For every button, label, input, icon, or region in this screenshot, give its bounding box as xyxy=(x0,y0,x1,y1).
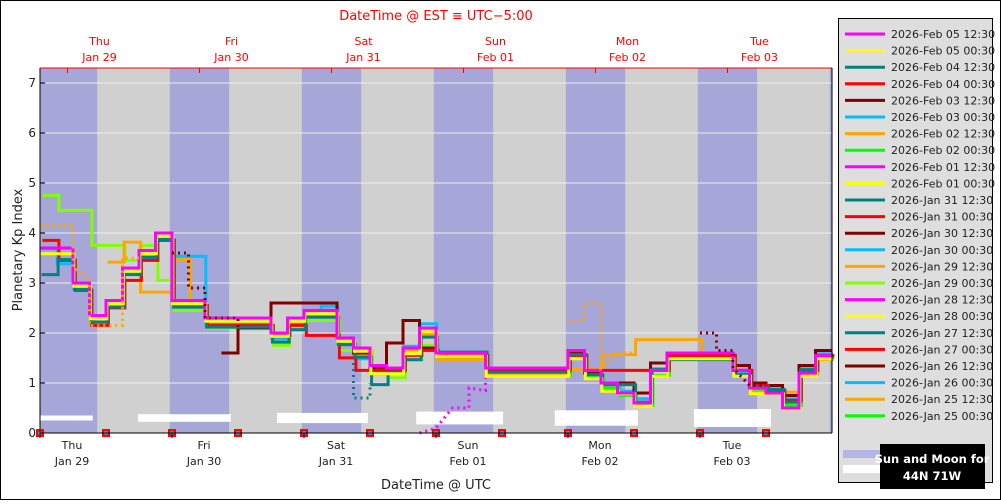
moon-bar xyxy=(554,410,638,426)
moon-bar xyxy=(40,415,93,421)
legend-entry: 2026-Jan 27 12:30 xyxy=(891,327,993,340)
top-tick-day: Sat xyxy=(354,35,373,48)
top-tick-day: Thu xyxy=(88,35,110,48)
night-band xyxy=(829,68,832,433)
series-line xyxy=(42,238,835,402)
legend-entry: 2026-Feb 01 00:30 xyxy=(891,177,995,190)
top-tick-day: Mon xyxy=(616,35,639,48)
legend-entry: 2026-Jan 25 12:30 xyxy=(891,393,993,406)
legend-entry: 2026-Jan 28 00:30 xyxy=(891,310,993,323)
legend-entry: 2026-Feb 03 12:30 xyxy=(891,94,995,107)
moon-bar xyxy=(416,411,504,425)
legend-entry: 2026-Jan 26 00:30 xyxy=(891,377,993,390)
x-tick-date: Jan 30 xyxy=(186,455,221,468)
dotted-forecast-segment xyxy=(172,251,240,353)
y-tick-label: 3 xyxy=(28,276,36,290)
y-tick-label: 6 xyxy=(28,126,36,140)
legend-entry: 2026-Feb 05 12:30 xyxy=(891,28,995,41)
top-tick-date: Feb 03 xyxy=(741,51,778,64)
moon-bar xyxy=(693,409,771,427)
legend-entry: 2026-Feb 02 00:30 xyxy=(891,144,995,157)
x-tick-day: Sun xyxy=(458,439,479,452)
y-tick-label: 4 xyxy=(28,226,36,240)
x-tick-date: Feb 03 xyxy=(714,455,751,468)
legend-moon-swatch xyxy=(843,465,883,473)
series-line xyxy=(40,231,832,410)
y-tick-label: 7 xyxy=(28,76,36,90)
legend-entry: 2026-Jan 30 12:30 xyxy=(891,227,993,240)
top-tick-date: Feb 01 xyxy=(477,51,514,64)
legend-entry: 2026-Feb 05 00:30 xyxy=(891,45,995,58)
dotted-forecast-segment xyxy=(419,378,487,435)
night-band xyxy=(169,68,230,433)
y-tick-label: 1 xyxy=(28,376,36,390)
legend-entry: 2026-Jan 26 12:30 xyxy=(891,360,993,373)
legend-entry: 2026-Jan 27 00:30 xyxy=(891,343,993,356)
legend-entry: 2026-Jan 31 12:30 xyxy=(891,194,993,207)
y-tick-label: 0 xyxy=(28,426,36,440)
legend-entry: 2026-Jan 30 00:30 xyxy=(891,244,993,257)
legend-entry: 2026-Jan 29 12:30 xyxy=(891,260,993,273)
moon-bar xyxy=(277,412,368,424)
x-tick-day: Tue xyxy=(722,439,742,452)
x-tick-date: Jan 29 xyxy=(54,455,89,468)
top-tick-day: Tue xyxy=(749,35,769,48)
x-axis-label: DateTime @ UTC xyxy=(381,478,491,493)
legend-entry: 2026-Jan 25 00:30 xyxy=(891,410,993,423)
y-tick-label: 2 xyxy=(28,326,36,340)
top-tick-day: Sun xyxy=(485,35,506,48)
top-tick-date: Jan 29 xyxy=(81,51,116,64)
legend-entry: 2026-Jan 31 00:30 xyxy=(891,211,993,224)
top-tick-date: Feb 02 xyxy=(609,51,646,64)
legend-entry: 2026-Feb 04 12:30 xyxy=(891,61,995,74)
legend-night-swatch xyxy=(843,450,883,458)
x-tick-day: Fri xyxy=(197,439,210,452)
x-tick-day: Sat xyxy=(327,439,346,452)
legend-entry: 2026-Feb 04 00:30 xyxy=(891,78,995,91)
legend-entry: 2026-Feb 01 12:30 xyxy=(891,161,995,174)
legend-entry: 2026-Feb 02 12:30 xyxy=(891,128,995,141)
location-info-line1: Sun and Moon for xyxy=(875,452,990,466)
location-info-line2: 44N 71W xyxy=(903,469,962,483)
top-tick-day: Fri xyxy=(225,35,238,48)
x-tick-date: Jan 31 xyxy=(318,455,353,468)
top-tick-date: Jan 31 xyxy=(345,51,380,64)
legend-entry: 2026-Jan 29 00:30 xyxy=(891,277,993,290)
x-tick-date: Feb 02 xyxy=(582,455,619,468)
night-band xyxy=(433,68,494,433)
top-axis-title: DateTime @ EST ≡ UTC−5:00 xyxy=(339,9,533,24)
moon-bar xyxy=(137,414,231,422)
x-tick-date: Feb 01 xyxy=(450,455,487,468)
dotted-forecast-segment xyxy=(352,363,372,400)
legend-entry: 2026-Jan 28 12:30 xyxy=(891,294,993,307)
legend-entry: 2026-Feb 03 00:30 xyxy=(891,111,995,124)
top-tick-date: Jan 30 xyxy=(213,51,248,64)
location-info-box xyxy=(880,444,985,489)
y-tick-label: 5 xyxy=(28,176,36,190)
y-axis-label: Planetary Kp Index xyxy=(11,188,26,311)
night-band xyxy=(697,68,758,433)
night-band xyxy=(301,68,362,433)
night-band xyxy=(40,68,98,433)
x-tick-day: Thu xyxy=(61,439,83,452)
legend: 2026-Feb 05 12:30 2026-Feb 05 00:30 2026-F… xyxy=(838,18,995,489)
x-tick-day: Mon xyxy=(588,439,611,452)
